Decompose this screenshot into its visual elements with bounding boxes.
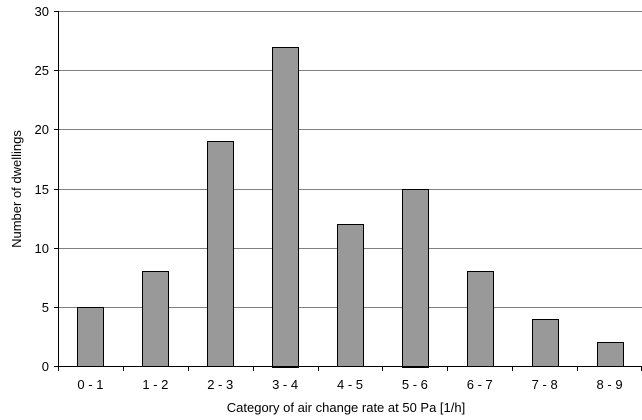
x-tick-label: 6 - 7: [467, 377, 493, 392]
axes: [54, 11, 642, 371]
y-tick-label: 10: [35, 241, 49, 256]
x-tick-label: 5 - 6: [402, 377, 428, 392]
x-tick-label: 2 - 3: [207, 377, 233, 392]
bar: [142, 271, 169, 367]
x-tick-label: 3 - 4: [272, 377, 298, 392]
bar: [207, 141, 234, 367]
y-tick-label: 25: [35, 63, 49, 78]
gridlines: [58, 11, 642, 308]
bar: [337, 224, 364, 367]
bar: [402, 189, 429, 368]
y-tick-label: 20: [35, 122, 49, 137]
y-axis-label: Number of dwellings: [9, 130, 24, 248]
bar: [272, 47, 299, 368]
bar: [532, 319, 559, 367]
x-tick-label: 1 - 2: [142, 377, 168, 392]
bar: [467, 271, 494, 367]
x-tick-label: 7 - 8: [532, 377, 558, 392]
x-tick-labels: 0 - 1 1 - 2 2 - 3 3 - 4 4 - 5 5 - 6 6 - 7 7 - 8…: [77, 377, 622, 392]
bar: [597, 342, 624, 367]
x-tick-label: 4 - 5: [337, 377, 363, 392]
y-tick-labels: 0 5 10 15 20 25 30: [35, 4, 49, 374]
y-tick-label: 30: [35, 4, 49, 19]
y-tick-label: 0: [42, 359, 49, 374]
y-tick-label: 5: [42, 300, 49, 315]
bars: [77, 47, 624, 368]
x-tick-label: 0 - 1: [77, 377, 103, 392]
x-tick-label: 8 - 9: [597, 377, 623, 392]
bar: [77, 307, 104, 367]
y-tick-label: 15: [35, 182, 49, 197]
x-axis-label: Category of air change rate at 50 Pa [1/…: [227, 400, 465, 415]
